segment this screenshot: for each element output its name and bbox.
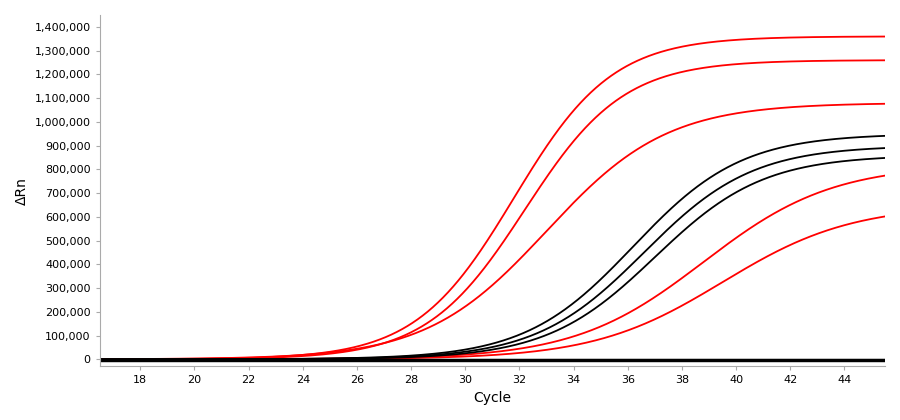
X-axis label: Cycle: Cycle (473, 391, 511, 405)
Y-axis label: ΔRn: ΔRn (15, 177, 29, 205)
